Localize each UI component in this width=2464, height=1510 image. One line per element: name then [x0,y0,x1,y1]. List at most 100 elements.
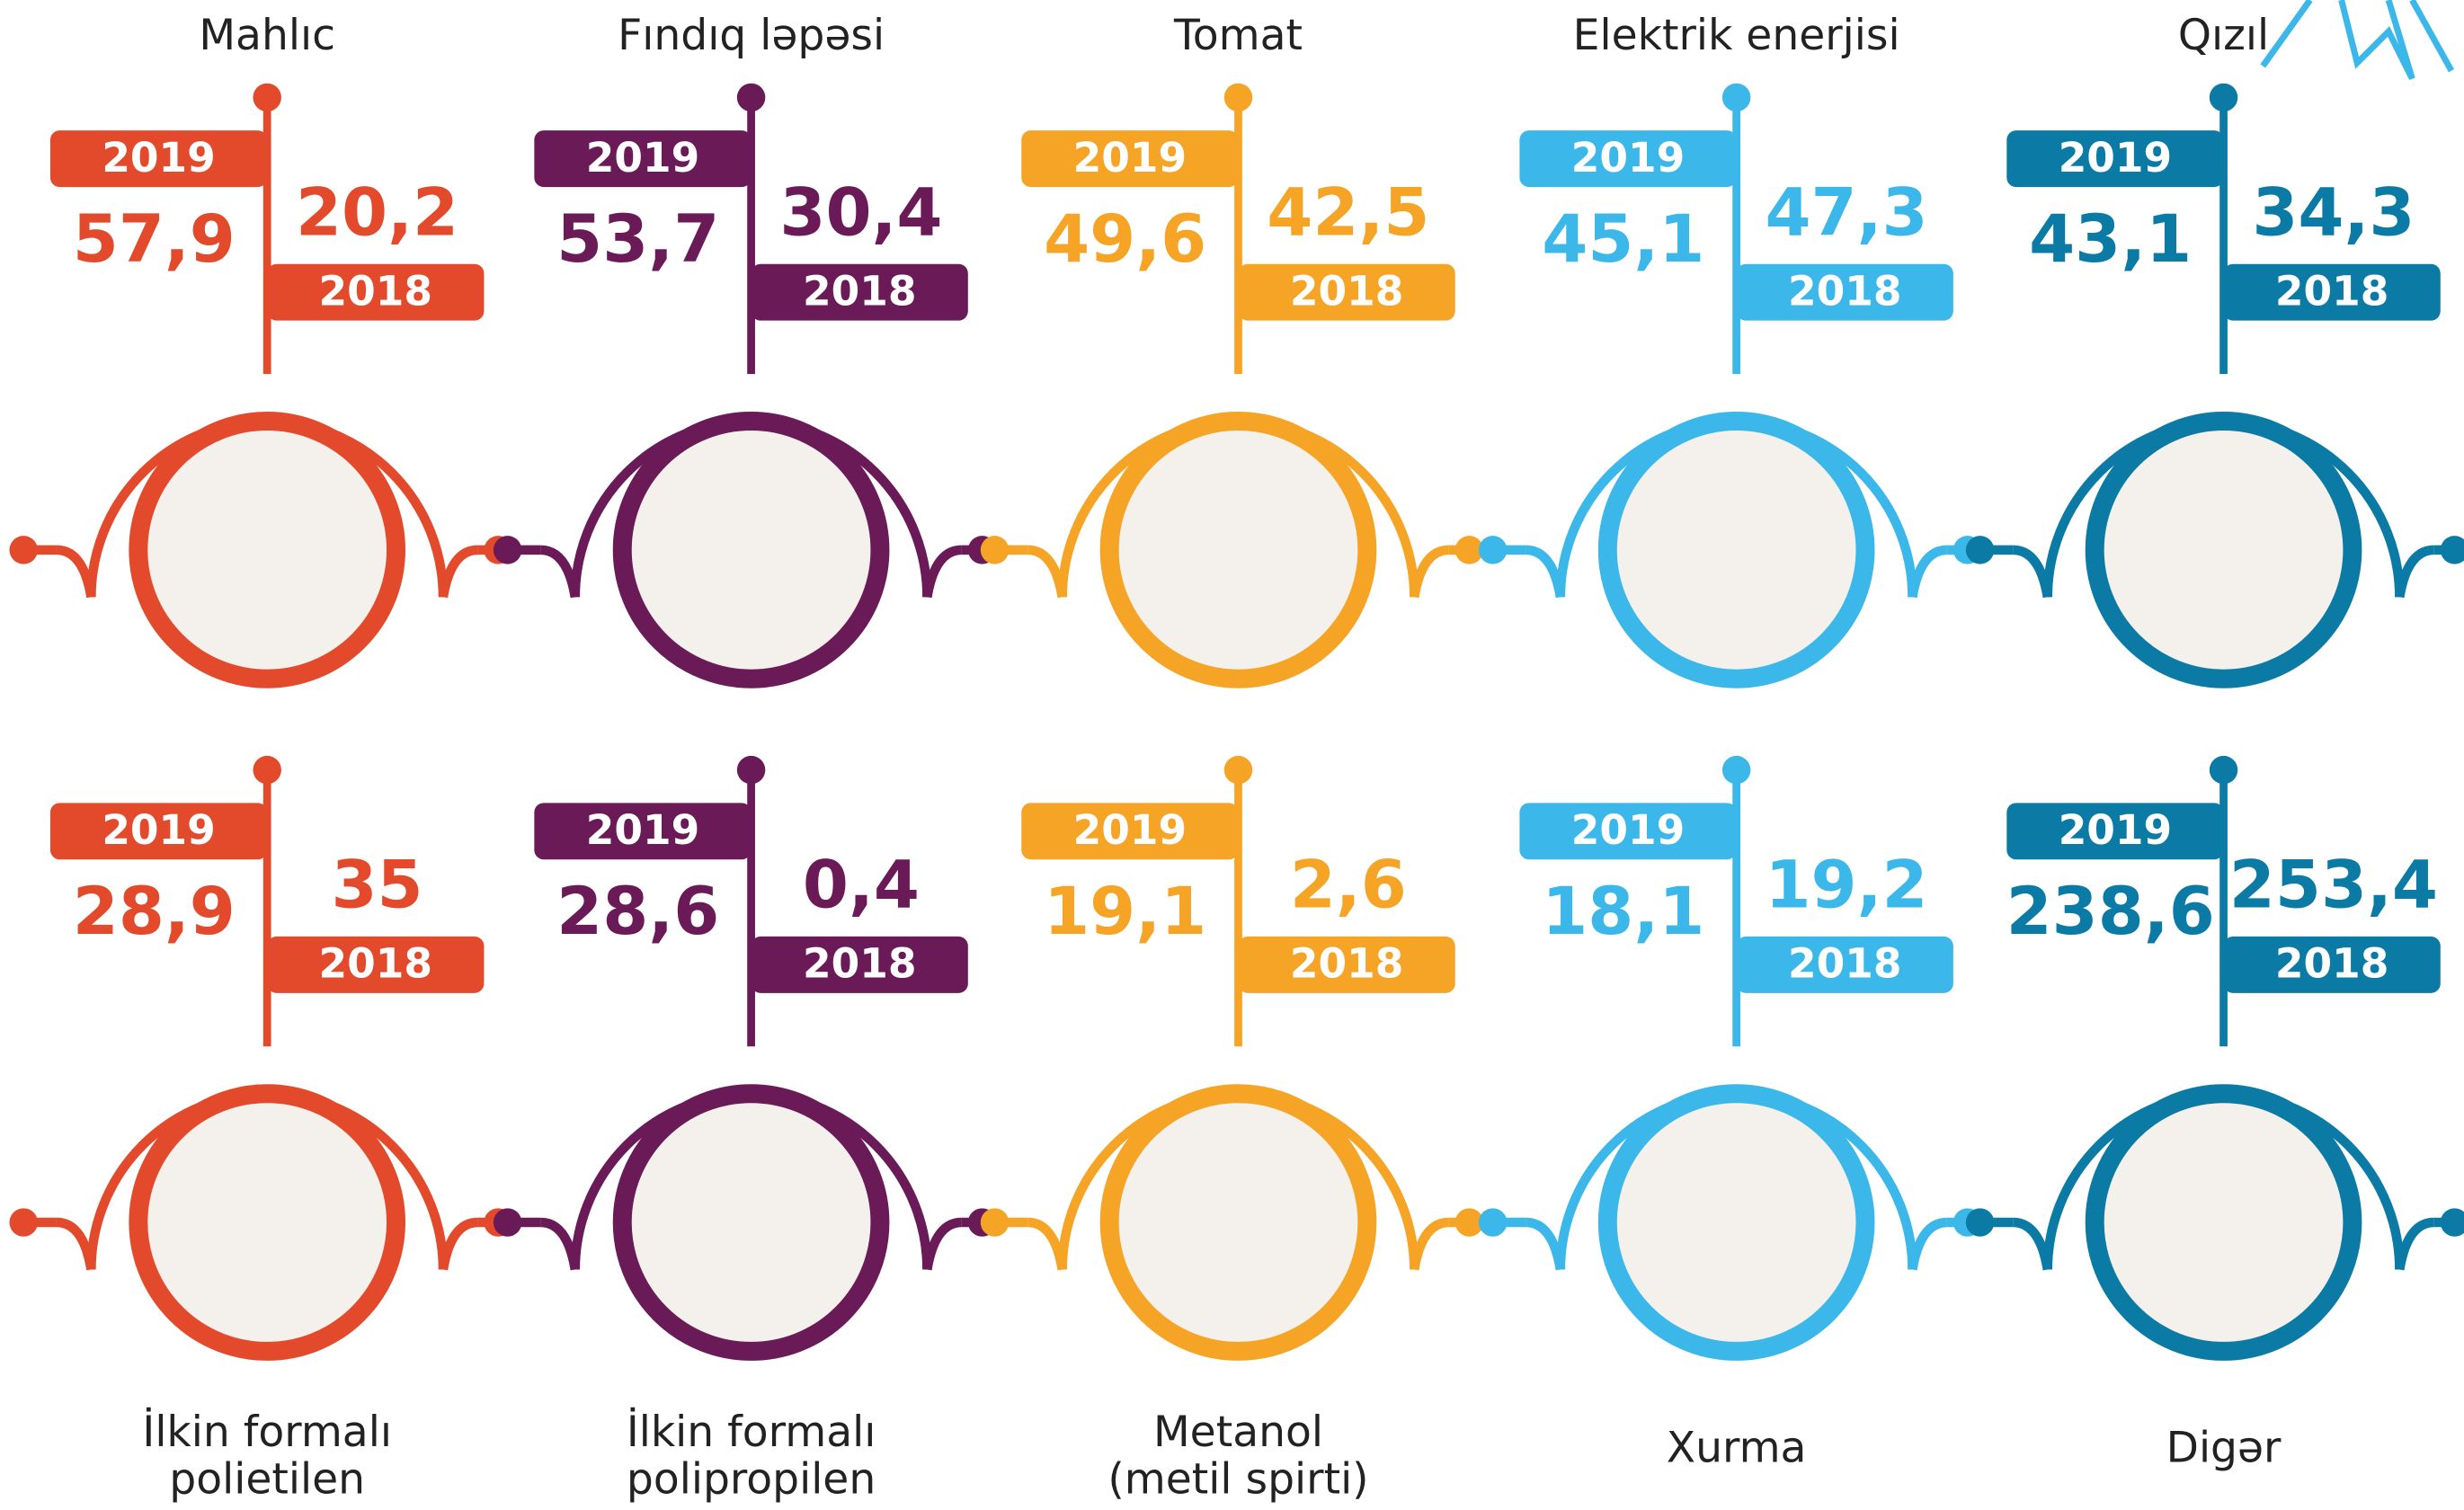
item-name: polipropilen [627,1454,876,1504]
tag-2018 [267,263,485,321]
tag-2019 [2006,130,2224,188]
inner-ring [612,1084,890,1361]
value-2018: 20,2 [296,174,458,251]
stem-dot [736,755,766,785]
icon-background [1614,1099,1859,1346]
tag-label: 2018 [2275,267,2388,315]
item-name: İlkin formalı [627,1407,876,1457]
icon-background [144,1099,390,1346]
stem-dot [1223,755,1253,785]
tag-2019 [534,130,752,188]
value-2018: 2,6 [1290,847,1407,923]
inner-ring [1597,1084,1875,1361]
value-2019: 238,6 [2006,874,2215,950]
value-2019: 19,1 [1044,874,1206,950]
tag-label: 2019 [2059,806,2172,854]
item-name: (metil spirti) [1107,1454,1368,1504]
icon-background [628,427,874,673]
end-dot [980,1208,1010,1237]
end-dot [980,536,1010,564]
icon-background [1614,427,1859,673]
arc-ends [2012,545,2435,599]
item-card: 2019 57,9 20,2 2018 Mahlıc [9,11,512,688]
arc-ends [1525,1217,1948,1271]
inner-ring [2085,1084,2362,1361]
tag-2018 [1736,263,1953,321]
tag-2018 [1736,936,1953,993]
icon-background [144,427,390,673]
tag-2018 [1238,263,1455,321]
end-dot [9,1208,38,1237]
value-2019: 43,1 [2029,201,2192,278]
arc-ends [2012,1217,2435,1271]
arc-ends [1027,1217,1450,1271]
value-2018: 35 [331,847,423,923]
value-2019: 28,6 [556,874,719,950]
value-2019: 53,7 [556,201,719,278]
stem-dot [1223,83,1253,112]
end-dot [1454,536,1484,564]
tag-2019 [2006,803,2224,860]
arc-ends [56,1217,478,1271]
tag-label: 2019 [1073,806,1187,854]
inner-ring [2085,412,2362,688]
tag-2018 [751,936,968,993]
end-dot [1478,1208,1508,1237]
value-2018: 0,4 [803,847,920,923]
tag-label: 2018 [1788,940,1901,988]
value-2018: 34,3 [2252,174,2415,251]
tag-label: 2018 [2275,940,2388,988]
item-name: Metanol [1153,1408,1323,1457]
tag-label: 2019 [2059,134,2172,182]
tag-label: 2019 [1571,134,1685,182]
tag-2019 [1021,130,1239,188]
arc-ends [539,545,963,599]
arc-ends [1027,545,1450,599]
arc-ends [56,545,478,599]
value-2018: 42,5 [1267,174,1429,251]
end-dot [1965,536,1995,564]
tag-label: 2018 [319,940,432,988]
item-name: Fındıq ləpəsi [618,11,885,60]
end-dot [1478,536,1508,564]
icon-background [1116,1099,1361,1346]
item-card: 2019 18,1 19,2 2018 Xurma [1478,755,1982,1473]
tag-label: 2018 [1290,267,1403,315]
item-card: 2019 53,7 30,4 2018 Fındıq ləpəsi [493,11,997,688]
tag-2019 [49,803,268,860]
arc-ends [1525,545,1948,599]
item-name: Elektrik enerjisi [1573,11,1900,60]
item-card: 2019 49,6 42,5 2018 Tomat [980,11,1484,688]
value-2018: 253,4 [2229,847,2438,923]
tag-2019 [1519,130,1737,188]
item-name: Mahlıc [199,11,335,60]
tag-label: 2019 [586,806,699,854]
stem-dot [736,83,766,112]
end-dot [2440,536,2464,564]
inner-ring [1099,412,1377,688]
tag-label: 2019 [1571,806,1685,854]
stem-dot [253,755,281,785]
inner-ring [1099,1084,1377,1361]
item-card: 2019 45,1 47,3 2018 Elektrik enerjisi [1478,11,1982,688]
tag-label: 2019 [1073,134,1187,182]
stem-dot [2209,755,2238,785]
tag-label: 2018 [803,940,916,988]
value-2019: 28,9 [73,874,236,950]
tag-label: 2018 [1788,267,1901,315]
icon-background [2101,1099,2346,1346]
item-name: Tomat [1173,11,1303,60]
tag-2018 [751,263,968,321]
value-2018: 47,3 [1765,174,1927,251]
item-card: 2019 19,1 2,6 2018 Metanol(metil spirti) [980,755,1484,1504]
end-dot [1965,1208,1995,1237]
stem-dot [2209,83,2238,112]
tag-2018 [2223,936,2441,993]
tag-2018 [1238,936,1455,993]
tag-2018 [2223,263,2441,321]
tag-2019 [1021,803,1239,860]
stem-dot [1721,83,1751,112]
